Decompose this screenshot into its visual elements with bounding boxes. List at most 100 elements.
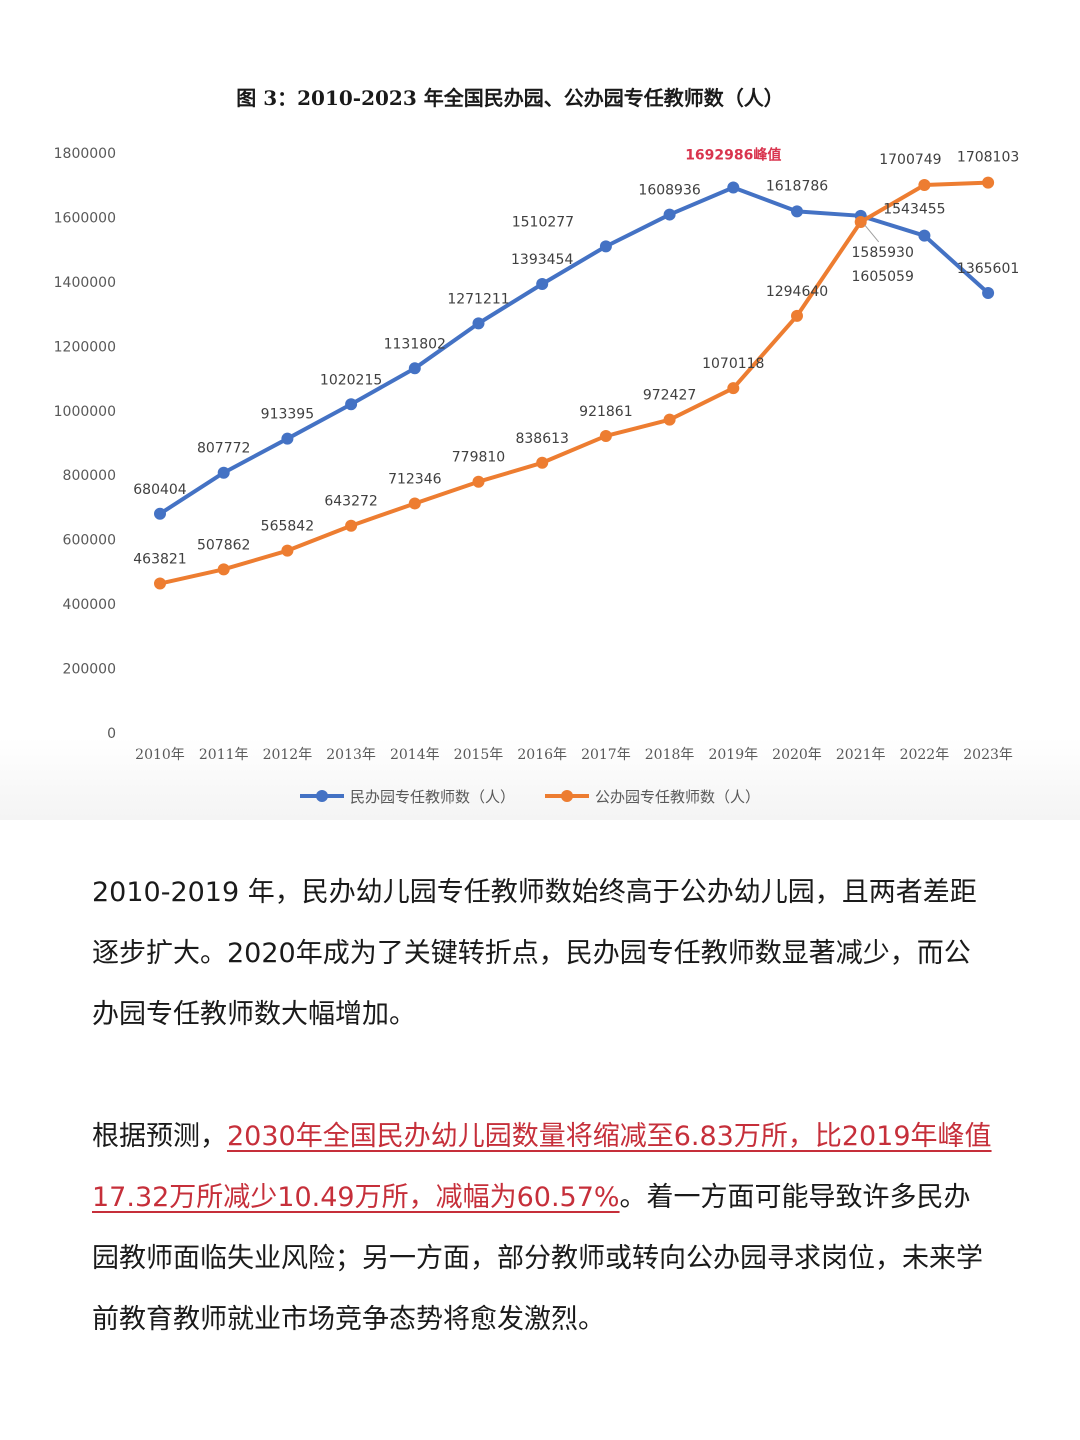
data-label: 1605059 — [852, 269, 914, 285]
data-labels: 680404 807772 913395 1020215 1131802 1271211 1… — [133, 146, 1019, 567]
series-1-point — [599, 240, 612, 253]
data-label: 921861 — [579, 404, 632, 420]
data-label: 1700749 — [879, 152, 941, 168]
data-label: 972427 — [643, 388, 696, 404]
y-tick-label: 1000000 — [54, 404, 116, 420]
y-axis: 0 200000 400000 600000 800000 1000000 1200000 1… — [54, 146, 116, 742]
series-2-point — [663, 413, 676, 426]
forecast-rest: 。着一方面可能导致许多民办园教师面临失业风险；另一方面，部分教师或转向公办园寻求… — [92, 1182, 983, 1335]
data-label: 1708103 — [957, 150, 1019, 166]
x-tick-label: 2017年 — [581, 747, 631, 763]
x-tick-label: 2020年 — [772, 747, 822, 763]
series-1-point — [536, 277, 549, 290]
chart-title: 图 3：2010-2023 年全国民办园、公办园专任教师数（人） — [236, 86, 783, 110]
series-2-point — [854, 215, 867, 228]
y-tick-label: 1600000 — [54, 210, 116, 226]
data-label: 1070118 — [702, 356, 764, 372]
x-tick-label: 2012年 — [263, 747, 313, 763]
x-tick-label: 2010年 — [135, 747, 185, 763]
legend-label: 公办园专任教师数（人） — [595, 788, 760, 806]
x-tick-label: 2018年 — [645, 747, 695, 763]
line-chart: 图 3：2010-2023 年全国民办园、公办园专任教师数（人） 0 200000… — [54, 86, 1020, 806]
forecast-highlight: 2030年全国民办幼儿园数量将缩减至6.83万所，比2019年峰值17.32万所… — [92, 1121, 992, 1213]
forecast-lead: 根据预测， — [92, 1121, 227, 1152]
x-tick-label: 2023年 — [963, 747, 1013, 763]
series-1-point — [472, 317, 485, 330]
paragraph-forecast: 根据预测，2030年全国民办幼儿园数量将缩减至6.83万所，比2019年峰值17… — [92, 1106, 992, 1350]
series-1-point — [281, 432, 294, 445]
x-tick-label: 2013年 — [326, 747, 376, 763]
y-tick-label: 600000 — [63, 533, 116, 549]
x-axis: 2010年 2011年 2012年 2013年 2014年 2015年 2016年 2017年… — [135, 747, 1013, 763]
x-tick-label: 2011年 — [199, 747, 249, 763]
series-1-point — [154, 507, 166, 520]
x-tick-label: 2015年 — [454, 747, 504, 763]
y-tick-label: 1800000 — [54, 146, 116, 162]
data-label: 507862 — [197, 537, 250, 553]
data-label: 712346 — [388, 471, 442, 487]
y-tick-label: 800000 — [63, 468, 116, 484]
y-tick-label: 1200000 — [54, 339, 116, 355]
article: 2010-2019 年，民办幼儿园专任教师数始终高于公办幼儿园，且两者差距逐步扩… — [92, 862, 992, 1350]
peak-annotation: 1692986峰值 — [685, 146, 781, 163]
series-1-point — [217, 466, 230, 479]
series-1-point — [727, 181, 740, 194]
series-2-point — [281, 544, 294, 557]
series-2-point — [154, 577, 166, 590]
series-line-1 — [158, 185, 991, 516]
data-label: 1608936 — [638, 183, 700, 199]
series-2-point — [472, 475, 485, 488]
legend-swatch-marker — [561, 790, 573, 802]
series-1-point — [982, 286, 995, 299]
data-label: 1393454 — [511, 252, 573, 268]
y-tick-label: 400000 — [63, 597, 116, 613]
legend-label: 民办园专任教师数（人） — [350, 788, 515, 806]
x-tick-label: 2022年 — [900, 747, 950, 763]
series-2-point — [918, 178, 931, 191]
x-tick-label: 2019年 — [708, 747, 758, 763]
data-label: 1543455 — [883, 202, 945, 218]
data-label: 680404 — [133, 482, 187, 498]
series-1-point — [918, 229, 931, 242]
data-label: 463821 — [133, 552, 186, 568]
label-leader-line — [864, 224, 880, 243]
series-1-point — [408, 362, 421, 375]
series-1-point — [345, 398, 358, 411]
legend: 民办园专任教师数（人） 公办园专任教师数（人） — [300, 788, 760, 806]
series-1-point — [791, 205, 803, 218]
legend-swatch-marker — [316, 790, 328, 802]
data-label: 1131802 — [384, 336, 446, 352]
x-tick-label: 2021年 — [836, 747, 886, 763]
series-2-point — [536, 456, 549, 469]
paragraph-trend: 2010-2019 年，民办幼儿园专任教师数始终高于公办幼儿园，且两者差距逐步扩… — [92, 877, 977, 1030]
series-2-point — [599, 429, 612, 442]
data-label: 1294640 — [766, 284, 828, 300]
data-label: 807772 — [197, 441, 250, 457]
chart-area: 图 3：2010-2023 年全国民办园、公办园专任教师数（人） 0 200000… — [0, 0, 1080, 820]
series-2-point — [408, 497, 421, 510]
data-label: 779810 — [452, 450, 505, 466]
x-tick-label: 2014年 — [390, 747, 440, 763]
y-tick-label: 1400000 — [54, 275, 116, 291]
series-2-point — [345, 519, 358, 532]
x-tick-label: 2016年 — [517, 747, 567, 763]
series-2-point — [791, 309, 803, 322]
series-2-point — [727, 382, 740, 395]
y-tick-label: 200000 — [63, 662, 116, 678]
series-2-point — [982, 176, 995, 189]
data-label: 838613 — [515, 431, 568, 447]
data-label: 565842 — [261, 519, 314, 535]
data-label: 1585930 — [852, 245, 914, 261]
y-tick-label: 0 — [107, 726, 116, 742]
series-line-2 — [158, 180, 991, 586]
data-label: 1271211 — [447, 291, 509, 307]
data-label: 913395 — [261, 407, 314, 423]
series-1-point — [663, 208, 676, 221]
series-2-point — [217, 563, 230, 576]
series-layer — [154, 176, 995, 590]
data-label: 1020215 — [320, 372, 382, 388]
data-label: 643272 — [324, 494, 377, 510]
data-label: 1618786 — [766, 178, 828, 194]
data-label: 1365601 — [957, 261, 1019, 277]
data-label: 1510277 — [512, 214, 574, 230]
